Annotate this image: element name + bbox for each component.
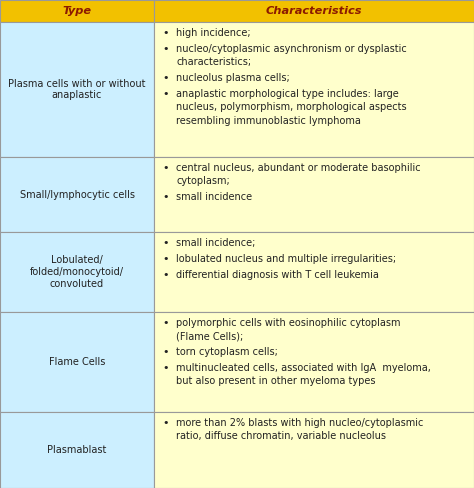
Text: lobulated nucleus and multiple irregularities;: lobulated nucleus and multiple irregular… (176, 254, 396, 264)
Text: •: • (162, 73, 169, 83)
Text: Small/lymphocytic cells: Small/lymphocytic cells (19, 189, 135, 200)
Text: nucleo/cytoplasmic asynchronism or dysplastic: nucleo/cytoplasmic asynchronism or dyspl… (176, 44, 407, 54)
Text: •: • (162, 44, 169, 54)
Bar (154, 412, 474, 488)
Text: •: • (162, 418, 169, 428)
Bar (154, 312, 474, 412)
Text: Flame Cells: Flame Cells (49, 357, 105, 367)
Text: more than 2% blasts with high nucleo/cytoplasmic: more than 2% blasts with high nucleo/cyt… (176, 418, 423, 428)
Text: ratio, diffuse chromatin, variable nucleolus: ratio, diffuse chromatin, variable nucle… (176, 431, 386, 442)
Text: •: • (162, 28, 169, 38)
Text: central nucleus, abundant or moderate basophilic: central nucleus, abundant or moderate ba… (176, 163, 420, 173)
Text: •: • (162, 89, 169, 99)
Text: but also present in other myeloma types: but also present in other myeloma types (176, 377, 375, 386)
Bar (0, 312, 154, 412)
Bar (0, 22, 154, 157)
Text: small incidence: small incidence (176, 192, 252, 202)
Text: •: • (162, 238, 169, 248)
Bar (0, 412, 154, 488)
Text: torn cytoplasm cells;: torn cytoplasm cells; (176, 347, 278, 357)
Bar (154, 0, 474, 22)
Text: cytoplasm;: cytoplasm; (176, 177, 230, 186)
Bar (0, 232, 154, 312)
Text: •: • (162, 270, 169, 280)
Bar (0, 0, 154, 22)
Text: multinucleated cells, associated with IgA  myeloma,: multinucleated cells, associated with Ig… (176, 363, 431, 373)
Text: •: • (162, 163, 169, 173)
Text: •: • (162, 363, 169, 373)
Bar (154, 232, 474, 312)
Text: Characteristics: Characteristics (266, 6, 362, 16)
Text: •: • (162, 192, 169, 202)
Bar (154, 22, 474, 157)
Text: Lobulated/
folded/monocytoid/
convoluted: Lobulated/ folded/monocytoid/ convoluted (30, 255, 124, 288)
Text: Plasma cells with or without
anaplastic: Plasma cells with or without anaplastic (8, 79, 146, 101)
Text: high incidence;: high incidence; (176, 28, 251, 38)
Text: small incidence;: small incidence; (176, 238, 255, 248)
Text: polymorphic cells with eosinophilic cytoplasm: polymorphic cells with eosinophilic cyto… (176, 318, 401, 328)
Text: characteristics;: characteristics; (176, 57, 251, 67)
Text: Type: Type (63, 6, 91, 16)
Text: anaplastic morphological type includes: large: anaplastic morphological type includes: … (176, 89, 399, 99)
Text: Plasmablast: Plasmablast (47, 445, 107, 455)
Text: resembling immunoblastic lymphoma: resembling immunoblastic lymphoma (176, 116, 361, 126)
Text: •: • (162, 347, 169, 357)
Text: nucleus, polymorphism, morphological aspects: nucleus, polymorphism, morphological asp… (176, 102, 407, 112)
Bar (0, 157, 154, 232)
Text: nucleolus plasma cells;: nucleolus plasma cells; (176, 73, 290, 83)
Text: differential diagnosis with T cell leukemia: differential diagnosis with T cell leuke… (176, 270, 379, 280)
Text: •: • (162, 254, 169, 264)
Text: •: • (162, 318, 169, 328)
Bar (154, 157, 474, 232)
Text: (Flame Cells);: (Flame Cells); (176, 331, 243, 342)
